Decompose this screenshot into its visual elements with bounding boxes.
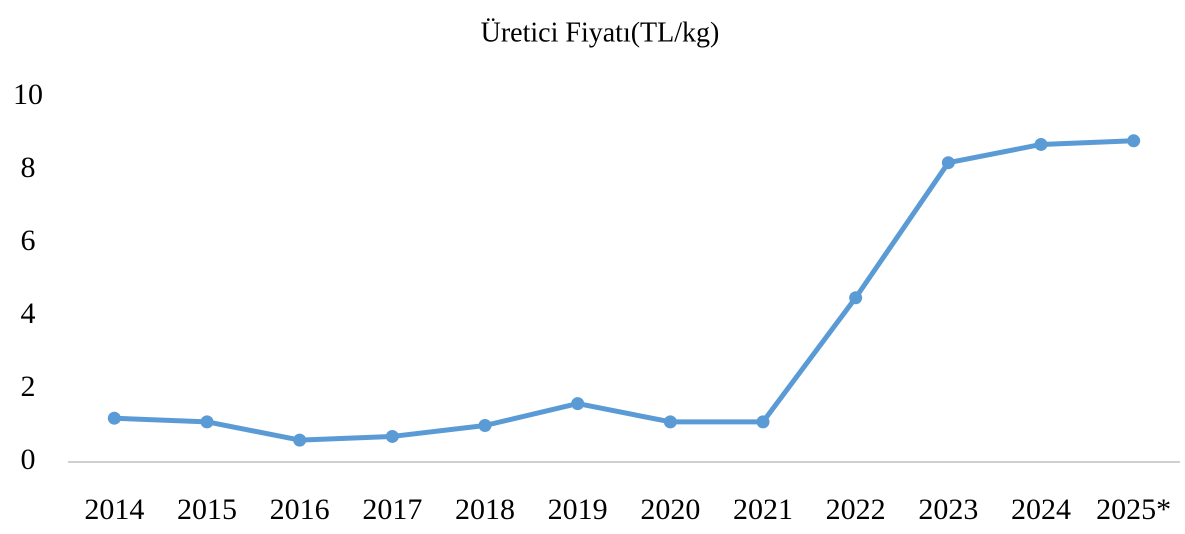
marker — [385, 429, 399, 443]
x-tick-label: 2014 — [84, 493, 144, 526]
y-tick-label: 4 — [21, 297, 36, 330]
marker — [663, 415, 677, 429]
marker — [941, 156, 955, 170]
x-tick-label: 2020 — [640, 493, 700, 526]
marker — [1127, 134, 1141, 148]
x-tick-label: 2017 — [362, 493, 422, 526]
x-tick-label: 2023 — [918, 493, 978, 526]
x-tick-label: 2019 — [548, 493, 608, 526]
marker — [1034, 137, 1048, 151]
x-tick-label: 2018 — [455, 493, 515, 526]
x-tick-label: 2022 — [826, 493, 886, 526]
y-tick-label: 0 — [21, 443, 36, 476]
y-tick-label: 2 — [21, 370, 36, 403]
marker — [571, 397, 585, 411]
marker — [107, 411, 121, 425]
chart-title: Üretici Fiyatı(TL/kg) — [481, 17, 720, 48]
y-tick-label: 6 — [21, 224, 36, 257]
x-tick-label: 2016 — [270, 493, 330, 526]
marker — [478, 419, 492, 432]
marker — [200, 415, 214, 429]
marker — [849, 291, 863, 305]
x-tick-label: 2025* — [1096, 493, 1171, 526]
line — [114, 138, 1134, 443]
x-tick-label: 2024 — [1011, 493, 1071, 526]
x-tick-label: 2021 — [733, 493, 793, 526]
x-tick-label: 2015 — [177, 493, 237, 526]
y-tick-label: 8 — [21, 151, 36, 184]
marker — [293, 433, 307, 447]
marker — [756, 415, 770, 429]
y-tick-label: 10 — [13, 78, 43, 111]
